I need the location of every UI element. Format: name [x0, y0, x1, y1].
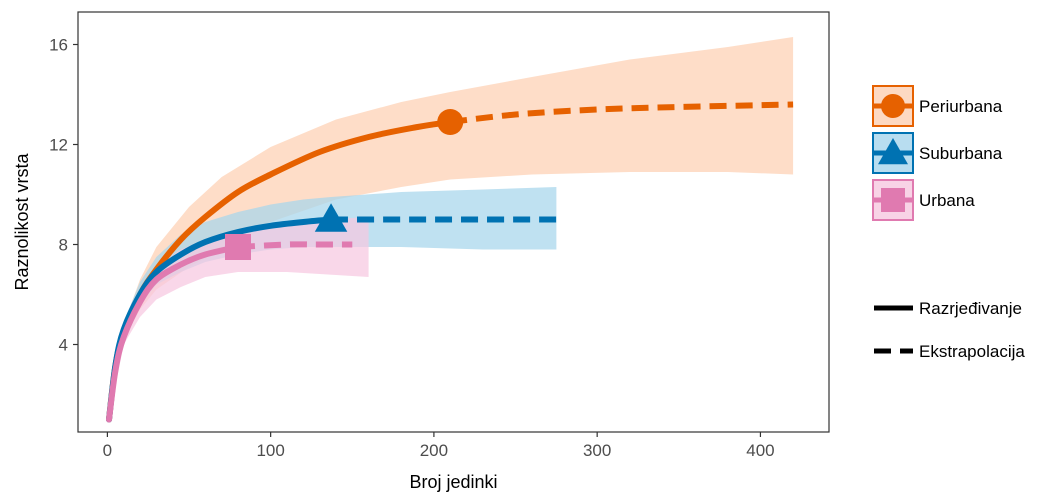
x-tick-label: 200 [420, 441, 448, 460]
legend-item-dashed: Ekstrapolacija [874, 342, 1025, 361]
legend-label-solid: Razrjeđivanje [919, 299, 1022, 318]
legend-item-solid: Razrjeđivanje [874, 299, 1022, 318]
y-axis: 4 8 12 16 [49, 36, 78, 355]
x-axis-title: Broj jedinki [409, 472, 497, 492]
x-tick-label: 0 [103, 441, 112, 460]
legend-label-suburbana: Suburbana [919, 144, 1003, 163]
legend-item-suburbana: Suburbana [872, 132, 1003, 174]
x-tick-label: 100 [256, 441, 284, 460]
urbana-rarefaction-line [106, 244, 241, 423]
legend-marker-urbana [881, 188, 905, 212]
periurbana-confidence-band [109, 37, 794, 420]
suburbana-reference-point [314, 203, 348, 232]
legend-item-periurbana: Periurbana [872, 85, 1003, 127]
legend-marker-suburbana [878, 138, 908, 165]
y-tick-label: 16 [49, 36, 68, 55]
series-lines [106, 101, 794, 423]
y-tick-label: 4 [59, 336, 68, 355]
legend-label-dashed: Ekstrapolacija [919, 342, 1025, 361]
series-legend: Periurbana Suburbana Urbana [872, 85, 1003, 221]
periurbana-reference-point [437, 109, 464, 135]
legend-label-periurbana: Periurbana [919, 97, 1003, 116]
y-tick-label: 8 [59, 236, 68, 255]
x-tick-label: 300 [583, 441, 611, 460]
y-tick-label: 12 [49, 136, 68, 155]
x-axis: 0 100 200 300 400 [103, 432, 775, 460]
legend-label-urbana: Urbana [919, 191, 975, 210]
plot-panel-border [77, 11, 830, 433]
x-tick-label: 400 [746, 441, 774, 460]
series-markers [224, 109, 464, 260]
y-axis-title: Raznolikost vrsta [12, 152, 32, 290]
legend-item-urbana: Urbana [872, 179, 975, 221]
urbana-reference-point [224, 234, 251, 260]
urbana-extrapolation-line [237, 241, 353, 250]
linetype-legend: Razrjeđivanje Ekstrapolacija [874, 299, 1025, 361]
legend-marker-periurbana [881, 94, 905, 118]
periurbana-extrapolation-line [449, 101, 794, 125]
